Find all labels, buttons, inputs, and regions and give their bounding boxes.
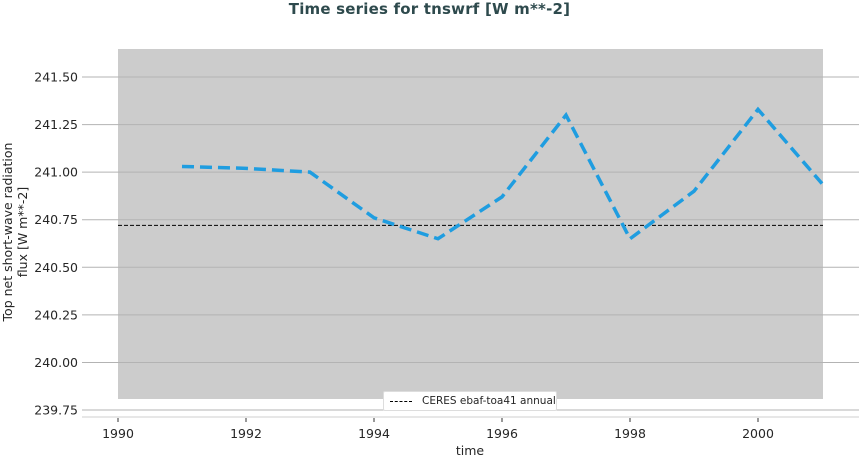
y-axis-label: Top net short-wave radiation [0, 143, 15, 323]
y-tick-label: 239.75 [34, 403, 78, 418]
x-tick-label: 1998 [614, 426, 646, 441]
y-axis-label-line1: Top net short-wave radiation [0, 143, 15, 323]
y-tick-label: 240.25 [34, 307, 78, 322]
x-tick-label: 1990 [102, 426, 134, 441]
chart-title: Time series for tnswrf [W m**-2] [288, 0, 571, 18]
plot-area [118, 49, 823, 399]
x-tick-label: 2000 [742, 426, 774, 441]
legend: CERES ebaf-toa41 annual [383, 391, 557, 411]
y-tick-label: 240.50 [34, 260, 78, 275]
y-tick-label: 240.00 [34, 355, 78, 370]
y-tick-label: 241.00 [34, 165, 78, 180]
tnswrf-series-line [181, 106, 824, 242]
legend-dashed-line-icon [390, 400, 412, 402]
x-axis-ticks: 1990 1992 1994 1996 1998 2000 [102, 418, 774, 441]
x-tick-label: 1996 [486, 426, 518, 441]
y-axis-ticks: 239.75 240.00 240.25 240.50 240.75 241.00 241.… [34, 70, 78, 418]
y-axis-label-2: flux [W m**-2] [15, 187, 30, 277]
y-tick-label: 241.25 [34, 117, 78, 132]
y-tick-label: 241.50 [34, 70, 78, 85]
x-axis-label: time [456, 443, 485, 457]
legend-label: CERES ebaf-toa41 annual [422, 395, 556, 407]
y-axis-label-line2: flux [W m**-2] [15, 187, 30, 277]
x-tick-label: 1992 [230, 426, 262, 441]
x-tick-label: 1994 [358, 426, 390, 441]
y-tick-label: 240.75 [34, 212, 78, 227]
